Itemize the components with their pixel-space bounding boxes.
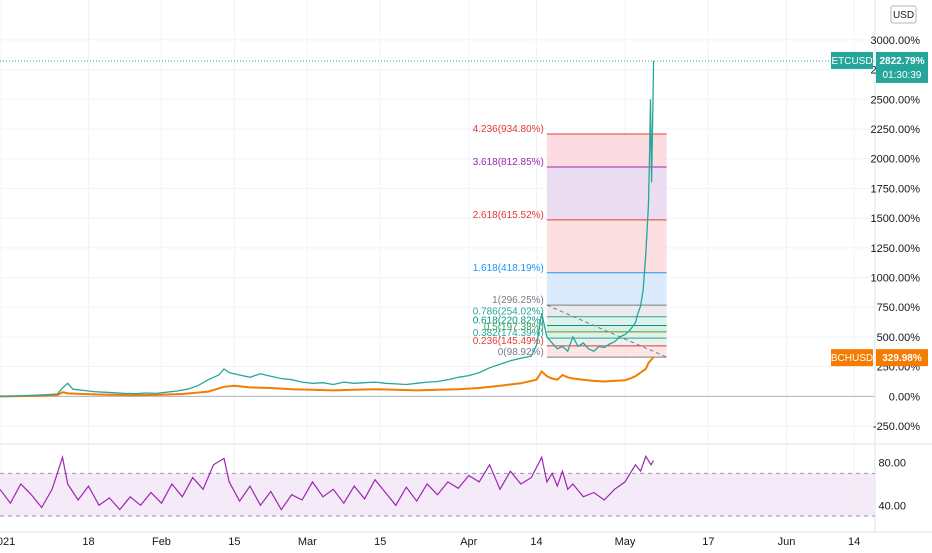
fib-zone: [546, 316, 667, 326]
fib-level-label: 0.5(197.38%): [484, 322, 544, 333]
price-tick-label: 1750.00%: [870, 183, 920, 195]
price-tick-label: 2500.00%: [870, 94, 920, 106]
fib-level-label: 1.618(418.19%): [473, 263, 544, 274]
axes: 3000.00%2750.00%2500.00%2250.00%2000.00%…: [0, 5, 921, 548]
fib-level-label: 2.618(615.52%): [473, 210, 544, 221]
etcusd-countdown: 01:30:39: [883, 70, 922, 81]
price-tick-label: 3000.00%: [870, 35, 920, 47]
price-tick-label: 750.00%: [877, 302, 921, 314]
time-tick-label: 15: [374, 536, 386, 548]
price-tick-label: 1500.00%: [870, 213, 920, 225]
price-tick-label: 1000.00%: [870, 273, 920, 285]
fib-level-label: 0.382(174.39%): [473, 328, 544, 339]
time-tick-label: 17: [702, 536, 714, 548]
bchusd-value-label: 329.98%: [882, 353, 922, 364]
fib-zone: [546, 219, 667, 273]
fibonacci-extension-tool: 4.236(934.80%) 3.618(812.85%) 2.618(615.52…: [473, 124, 667, 358]
fib-level-label: 0.786(254.02%): [473, 307, 544, 318]
fib-level-label: 0.618(220.82%): [473, 316, 544, 327]
time-tick-label: Mar: [298, 536, 317, 548]
etcusd-line: [0, 60, 655, 398]
fib-level-label: 3.618(812.85%): [473, 157, 544, 168]
time-tick-label: 021: [0, 536, 15, 548]
price-labels: ETCUSD 2822.79% 01:30:39 BCHUSD 329.98%: [831, 51, 928, 367]
bchusd-value-tag: [876, 349, 928, 367]
etcusd-symbol-label: ETCUSD: [831, 56, 872, 67]
price-tick-label: 0.00%: [889, 391, 920, 403]
bchusd-symbol-label: BCHUSD: [831, 353, 873, 364]
fib-zone: [546, 133, 667, 168]
time-tick-label: 18: [82, 536, 94, 548]
currency-box: [890, 5, 917, 24]
time-tick-label: 14: [848, 536, 860, 548]
fib-zone: [546, 167, 667, 220]
rsi-tick-label: 80.00: [878, 458, 906, 470]
fib-level-label: 0.236(145.49%): [473, 336, 544, 347]
time-tick-label: Feb: [152, 536, 171, 548]
time-tick-label: 14: [530, 536, 542, 548]
fib-zone: [546, 338, 667, 346]
currency-label: USD: [893, 10, 914, 21]
fib-zone: [546, 331, 667, 339]
fib-trend-line: [546, 304, 667, 358]
series-lines: [0, 60, 875, 398]
time-tick-label: May: [615, 536, 636, 548]
price-tick-label: 1250.00%: [870, 243, 920, 255]
bchusd-symbol-tag: [831, 349, 873, 367]
grid-lines: [0, 0, 932, 533]
rsi-panel: [0, 454, 875, 517]
fib-zone: [546, 325, 667, 332]
price-tick-label: 500.00%: [877, 332, 921, 344]
price-tick-label: -250.00%: [873, 421, 920, 433]
etcusd-value-label: 2822.79%: [879, 56, 924, 67]
rsi-line: [0, 454, 655, 511]
price-tick-label: 2250.00%: [870, 124, 920, 136]
fib-zone: [546, 345, 667, 358]
etcusd-value-tag: [876, 51, 928, 83]
fib-zone: [546, 272, 667, 306]
time-tick-label: Jun: [778, 536, 796, 548]
fib-level-label: 4.236(934.80%): [473, 124, 544, 135]
time-tick-label: Apr: [460, 536, 477, 548]
price-tick-label: 2000.00%: [870, 154, 920, 166]
fib-level-label: 0(98.92%): [498, 347, 544, 358]
fib-level-label: 1(296.25%): [492, 295, 544, 306]
etcusd-symbol-tag: [831, 51, 873, 69]
bchusd-line: [0, 356, 655, 398]
time-tick-label: 15: [228, 536, 240, 548]
rsi-tick-label: 40.00: [878, 500, 906, 512]
fib-zone: [546, 305, 667, 317]
